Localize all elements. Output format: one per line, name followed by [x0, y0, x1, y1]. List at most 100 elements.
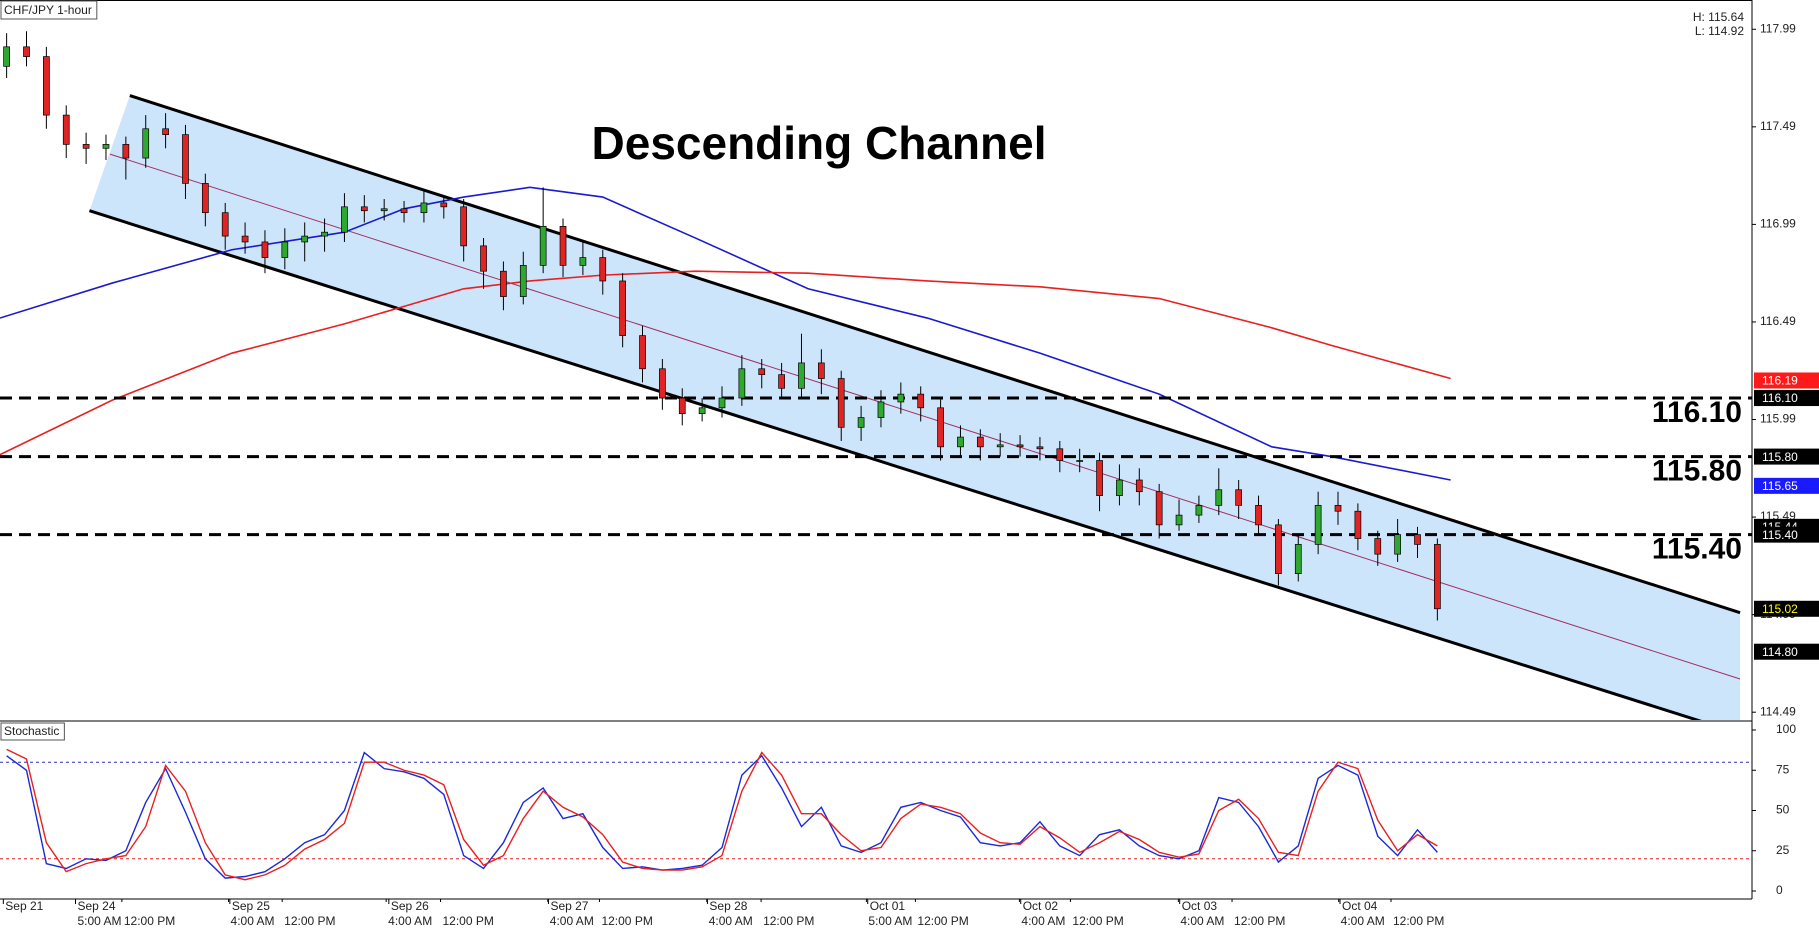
candle-body: [579, 257, 587, 266]
candle-body: [778, 374, 785, 389]
candle-body: [1155, 491, 1163, 526]
x-tick-label: Sep 27: [550, 899, 588, 913]
x-tick-label: 12:00 PM: [917, 914, 968, 928]
candle-body: [480, 245, 487, 272]
candle-body: [1175, 514, 1183, 526]
y-tick-label: 114.49: [1760, 704, 1796, 718]
y-tick-label: 117.99: [1760, 21, 1796, 35]
x-tick-label: Sep 24: [78, 899, 116, 913]
candle-body: [718, 397, 726, 409]
candle-body: [1195, 505, 1203, 516]
candle-body: [1334, 505, 1342, 512]
candle-body: [261, 241, 269, 258]
x-tick-label: 12:00 PM: [601, 914, 652, 928]
candle-body: [82, 144, 90, 149]
candle-body: [996, 444, 1004, 448]
candle-body: [341, 206, 348, 233]
candle-body: [1374, 538, 1382, 555]
candle-body: [201, 183, 209, 214]
x-tick-label: Sep 28: [709, 899, 747, 913]
stochastic-line: [6, 751, 1438, 879]
x-tick-label: 12:00 PM: [1072, 914, 1123, 928]
candle-body: [917, 393, 925, 409]
price-tag-label: 116.10: [1762, 391, 1798, 405]
price-tag: [1754, 600, 1819, 617]
candle-body: [1056, 448, 1064, 461]
x-tick-label: 12:00 PM: [442, 914, 493, 928]
x-tick-label: 12:00 PM: [763, 914, 814, 928]
candle-body: [639, 335, 646, 370]
candle-body: [221, 212, 229, 237]
candle-body: [182, 134, 189, 184]
candle-body: [678, 397, 686, 415]
candle-body: [818, 362, 825, 379]
price-panel: 116.10 115.80 115.40 Descending Channel H: 1…: [0, 10, 1752, 720]
candle-body: [281, 241, 289, 258]
candle-body: [1255, 505, 1262, 526]
candle-body: [798, 362, 805, 389]
x-tick-label: 4:00 AM: [1180, 914, 1224, 928]
price-tag: [1754, 477, 1819, 494]
candle-body: [758, 368, 766, 375]
candle-body: [460, 206, 468, 247]
price-tag-label: 115.02: [1762, 602, 1798, 616]
y-tick-label: 115.99: [1760, 412, 1796, 426]
x-tick-label: 12:00 PM: [284, 914, 335, 928]
candle-body: [360, 206, 368, 212]
stochastic-line: [6, 748, 1438, 881]
price-tag: [1754, 448, 1819, 465]
price-tag: [1754, 526, 1819, 543]
candle-body: [23, 46, 30, 57]
level-label: 115.40: [1652, 533, 1742, 566]
x-tick-label: Sep 26: [391, 899, 429, 913]
candle-body: [1096, 460, 1103, 496]
candle-body: [659, 368, 666, 399]
channel-fill: [89, 95, 1741, 720]
price-tag: [1754, 372, 1819, 389]
candle-body: [1394, 534, 1401, 555]
chart-title: CHF/JPY 1-hour: [4, 3, 92, 17]
y-tick-label: 116.49: [1760, 314, 1796, 328]
price-tag: [1754, 643, 1819, 660]
candle-body: [877, 401, 885, 418]
candle-body: [897, 393, 905, 403]
candle-body: [937, 407, 944, 448]
low-label: L: 114.92: [1695, 24, 1744, 38]
y-tick-label: 100: [1776, 722, 1796, 736]
x-tick-label: 5:00 AM: [78, 914, 122, 928]
price-tag-label: 115.80: [1762, 450, 1798, 464]
price-tag-label: 116.19: [1762, 374, 1798, 388]
candle-body: [102, 144, 110, 149]
candle-body: [1294, 544, 1302, 575]
x-tick-label: 4:00 AM: [709, 914, 753, 928]
candle-body: [500, 270, 507, 297]
candle-body: [738, 368, 746, 399]
candle-body: [857, 417, 865, 428]
y-tick-label: 0: [1776, 883, 1783, 897]
high-label: H: 115.64: [1693, 10, 1744, 24]
candle-body: [1314, 505, 1322, 545]
candle-body: [1116, 479, 1123, 496]
candle-body: [1414, 534, 1421, 545]
y-tick-label: 116.99: [1760, 217, 1796, 231]
candle-body: [1275, 524, 1282, 575]
x-tick-label: 12:00 PM: [1234, 914, 1285, 928]
y-tick-label: 25: [1776, 843, 1790, 857]
candle-body: [1434, 544, 1441, 610]
candle-body: [420, 202, 428, 214]
price-tag-label: 115.40: [1762, 528, 1798, 542]
title-box: [0, 0, 98, 20]
price-tag: [1754, 390, 1819, 407]
level-label: 115.80: [1652, 455, 1742, 488]
candle-body: [380, 208, 388, 212]
candle-body: [3, 46, 10, 67]
candle-body: [162, 128, 169, 135]
candle-body: [400, 208, 408, 214]
candle-body: [1135, 479, 1143, 493]
candle-body: [619, 280, 626, 336]
candle-body: [122, 144, 130, 159]
candle-body: [1354, 510, 1362, 539]
